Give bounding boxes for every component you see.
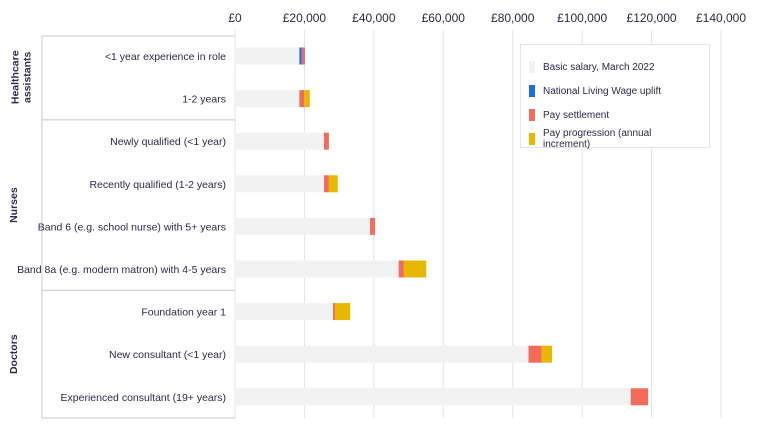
group-label-line: assistants bbox=[21, 51, 33, 103]
bar-segment bbox=[235, 47, 300, 65]
bar-segment bbox=[235, 90, 300, 108]
bar-segment bbox=[299, 47, 302, 65]
bar-segment bbox=[235, 217, 371, 235]
legend-item: National Living Wage uplift bbox=[529, 79, 701, 103]
bar-segment bbox=[235, 388, 631, 406]
x-tick-label: £140,000 bbox=[696, 11, 746, 25]
x-tick-label: £100,000 bbox=[557, 11, 607, 25]
x-tick-label: £80,000 bbox=[491, 11, 535, 25]
legend-label: Pay progression (annual increment) bbox=[543, 128, 652, 150]
bar-segment bbox=[235, 345, 529, 363]
category-label: 1-2 years bbox=[182, 94, 226, 106]
x-tick-label: £40,000 bbox=[352, 11, 396, 25]
category-label: Foundation year 1 bbox=[141, 307, 226, 319]
bar-segment bbox=[235, 132, 325, 150]
x-tick-label: £60,000 bbox=[422, 11, 466, 25]
category-label: New consultant (<1 year) bbox=[109, 349, 226, 361]
group-label: Nurses bbox=[8, 187, 20, 223]
legend: Basic salary, March 2022 National Living… bbox=[520, 44, 710, 151]
category-label: Band 8a (e.g. modern matron) with 4-5 ye… bbox=[17, 264, 226, 276]
x-tick-label: £120,000 bbox=[627, 11, 677, 25]
bars bbox=[235, 47, 649, 406]
group-label: Healthcareassistants bbox=[9, 50, 33, 104]
group-label-line: Healthcare bbox=[9, 50, 21, 104]
category-labels: <1 year experience in role 1-2 years Newly… bbox=[17, 51, 226, 404]
category-label: Band 6 (e.g. school nurse) with 5+ years bbox=[38, 221, 226, 233]
x-axis-ticks: £0 £20,000 £40,000 £60,000 £80,000 £100,000 £1… bbox=[228, 11, 746, 25]
bar-segment bbox=[334, 303, 351, 321]
bar-segment bbox=[235, 260, 399, 278]
bar-segment bbox=[324, 175, 329, 193]
category-label: <1 year experience in role bbox=[105, 51, 226, 63]
bar-segment bbox=[235, 303, 334, 321]
bar-segment bbox=[370, 217, 376, 235]
bar-segment bbox=[304, 90, 310, 108]
x-tick-label: £20,000 bbox=[283, 11, 327, 25]
legend-label: National Living Wage uplift bbox=[543, 85, 662, 97]
bar-segment bbox=[541, 345, 553, 363]
bar-segment bbox=[403, 260, 427, 278]
bar-segment bbox=[301, 47, 305, 65]
category-label: Recently qualified (1-2 years) bbox=[89, 179, 226, 191]
bar-segment bbox=[324, 132, 329, 150]
bar-segment bbox=[328, 175, 338, 193]
legend-label: Pay settlement bbox=[543, 109, 610, 121]
x-tick-label: £0 bbox=[228, 11, 242, 25]
legend-item: Pay progression (annual increment) bbox=[529, 127, 701, 151]
category-label: Experienced consultant (19+ years) bbox=[61, 392, 226, 404]
group-separators bbox=[41, 35, 235, 419]
bar-segment bbox=[398, 260, 404, 278]
legend-label: Basic salary, March 2022 bbox=[543, 61, 655, 73]
legend-item: Basic salary, March 2022 bbox=[529, 55, 701, 79]
legend-swatch bbox=[529, 85, 535, 97]
bar-segment bbox=[299, 90, 305, 108]
group-label: Doctors bbox=[8, 334, 20, 374]
bar-segment bbox=[235, 175, 325, 193]
category-label: Newly qualified (<1 year) bbox=[110, 136, 226, 148]
legend-swatch bbox=[529, 61, 535, 73]
legend-swatch bbox=[529, 133, 535, 145]
bar-segment bbox=[528, 345, 542, 363]
bar-segment bbox=[333, 303, 335, 321]
group-labels: Healthcareassistants Nurses Doctors bbox=[8, 50, 33, 374]
bar-segment bbox=[630, 388, 649, 406]
legend-item: Pay settlement bbox=[529, 103, 701, 127]
legend-swatch bbox=[529, 109, 535, 121]
